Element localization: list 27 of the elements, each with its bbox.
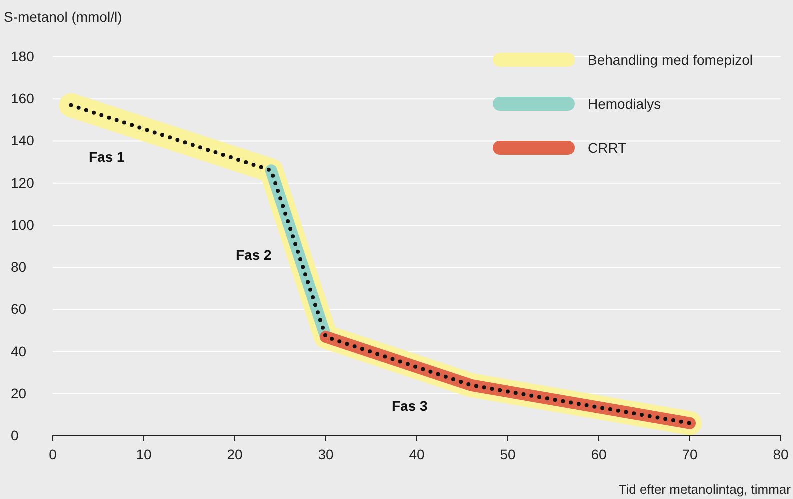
annotation: Fas 3	[392, 398, 428, 414]
annotation: Fas 1	[89, 149, 126, 165]
legend-label: CRRT	[588, 140, 628, 156]
x-tick-label: 80	[773, 446, 789, 462]
legend-label: Behandling med fomepizol	[588, 52, 753, 68]
x-axis-title: Tid efter metanolintag, timmar	[618, 482, 792, 497]
y-tick-label: 100	[11, 216, 35, 233]
y-axis-title: S-metanol (mmol/l)	[4, 9, 122, 25]
y-tick-label: 160	[11, 90, 35, 107]
x-tick-label: 60	[591, 446, 607, 462]
y-tick-label: 120	[11, 174, 35, 191]
y-tick-label: 180	[11, 48, 35, 64]
x-tick-label: 30	[318, 446, 334, 462]
x-tick-label: 20	[227, 446, 243, 462]
y-tick-label: 140	[11, 132, 35, 149]
legend-label: Hemodialys	[588, 96, 662, 112]
x-tick-label: 10	[136, 446, 152, 462]
annotation: Fas 2	[236, 247, 272, 263]
y-tick-label: 40	[11, 343, 27, 360]
y-tick-label: 20	[11, 385, 27, 402]
y-tick-label: 80	[11, 259, 27, 276]
x-tick-label: 50	[500, 446, 516, 462]
x-tick-label: 70	[682, 446, 698, 462]
y-tick-label: 0	[11, 427, 19, 444]
x-tick-label: 0	[49, 446, 58, 462]
y-tick-label: 60	[11, 301, 27, 318]
x-tick-label: 40	[409, 446, 425, 462]
